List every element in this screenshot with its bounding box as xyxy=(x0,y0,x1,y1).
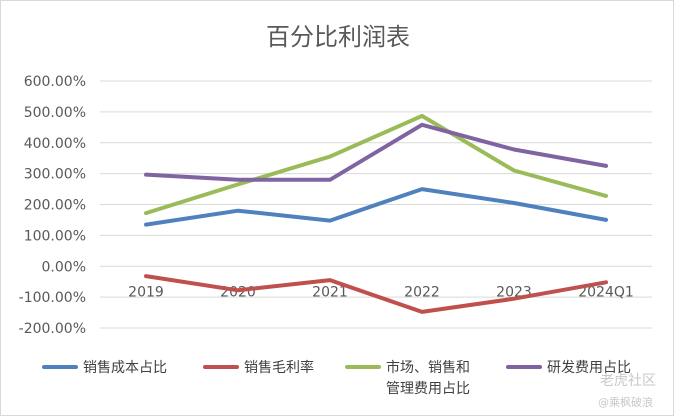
y-tick-label: 300.00% xyxy=(24,167,86,183)
chart-title: 百分比利润表 xyxy=(266,23,410,51)
y-tick-label: 100.00% xyxy=(24,228,86,244)
x-axis-ticks: 2019 2020 2021 2022 2023 2024Q1 xyxy=(128,284,634,300)
watermark-user-text: @乘枫破浪 xyxy=(598,395,653,409)
data-point xyxy=(328,219,332,223)
watermark: 老虎社区 @乘枫破浪 xyxy=(598,373,656,409)
grid-lines xyxy=(100,80,652,329)
series-line-1 xyxy=(144,274,608,314)
data-point xyxy=(420,187,424,191)
legend-label: 市场、销售和 xyxy=(386,359,470,376)
y-tick-label: -100.00% xyxy=(19,290,86,306)
legend-label: 管理费用占比 xyxy=(386,381,470,397)
data-point xyxy=(604,194,608,198)
series-lines xyxy=(144,113,608,314)
series-line-0 xyxy=(144,187,608,227)
legend-label: 销售毛利率 xyxy=(244,359,314,376)
x-tick-label: 2019 xyxy=(128,284,164,300)
data-point xyxy=(420,114,424,118)
data-point xyxy=(144,223,148,227)
watermark-logo-text: 老虎社区 xyxy=(600,373,656,389)
legend-label: 销售成本占比 xyxy=(83,360,167,376)
series-line-2 xyxy=(144,113,608,216)
data-point xyxy=(236,178,240,182)
data-point xyxy=(604,218,608,222)
data-point xyxy=(328,155,332,159)
data-point xyxy=(328,278,332,282)
y-tick-label: 600.00% xyxy=(24,74,86,90)
data-point xyxy=(420,310,424,314)
data-point xyxy=(604,280,608,284)
data-point xyxy=(236,182,240,186)
data-point xyxy=(236,288,240,292)
y-tick-label: 0.00% xyxy=(42,259,86,275)
y-tick-label: -200.00% xyxy=(19,321,86,337)
x-tick-label: 2021 xyxy=(312,284,348,300)
data-point xyxy=(512,169,516,173)
data-point xyxy=(144,274,148,278)
data-point xyxy=(604,164,608,168)
data-point xyxy=(420,123,424,127)
x-tick-label: 2024Q1 xyxy=(578,284,634,300)
legend-label: 研发费用占比 xyxy=(547,360,631,376)
series-line-3 xyxy=(144,122,608,182)
data-point xyxy=(512,201,516,205)
data-point xyxy=(512,148,516,152)
y-axis-ticks: 600.00% 500.00% 400.00% 300.00% 200.00% 100.0… xyxy=(19,74,86,337)
x-tick-label: 2022 xyxy=(404,284,440,300)
y-tick-label: 200.00% xyxy=(24,198,86,214)
data-point xyxy=(236,209,240,213)
data-point xyxy=(328,178,332,182)
y-tick-label: 500.00% xyxy=(24,105,86,121)
data-point xyxy=(144,173,148,177)
data-point xyxy=(512,297,516,301)
data-point xyxy=(144,211,148,215)
y-tick-label: 400.00% xyxy=(24,136,86,152)
